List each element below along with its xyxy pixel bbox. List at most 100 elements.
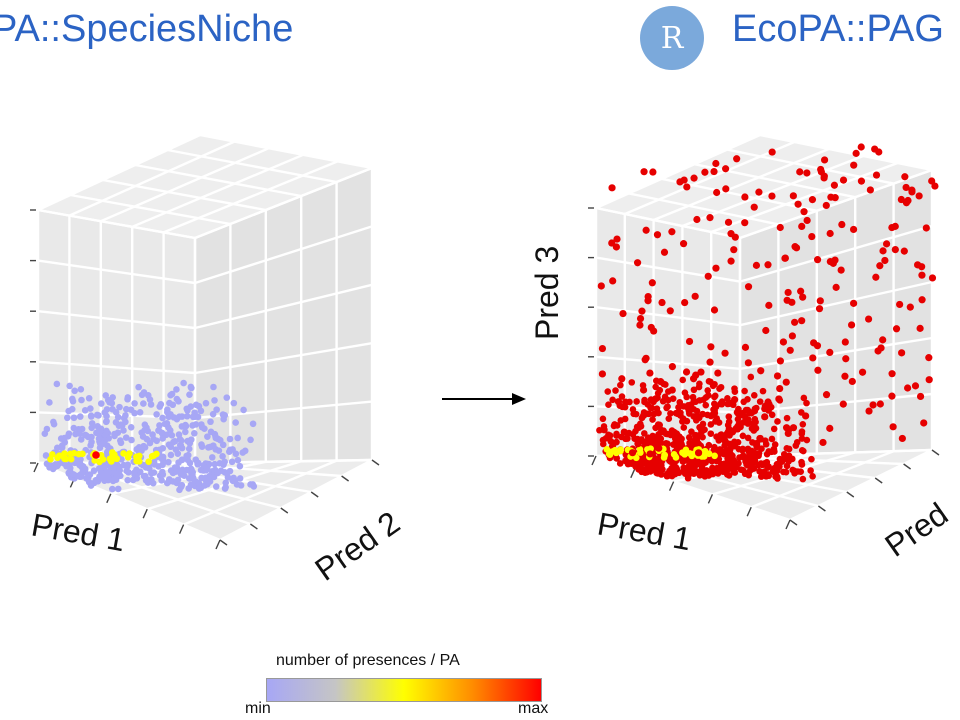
pa-point-scattered	[850, 299, 858, 307]
presence-point	[189, 474, 197, 482]
presence-point-mid	[124, 454, 132, 461]
pa-point	[709, 464, 716, 472]
presence-point	[124, 476, 132, 484]
pa-point-scattered	[889, 423, 897, 431]
pa-point-scattered	[872, 171, 881, 179]
pa-point	[676, 398, 684, 406]
gridline	[759, 133, 933, 172]
presence-point	[109, 485, 116, 493]
presence-point	[53, 462, 61, 470]
pa-point	[761, 437, 769, 445]
presence-point	[93, 411, 101, 419]
x-tick	[33, 462, 39, 473]
pa-point-scattered	[892, 325, 901, 333]
pa-point	[755, 461, 762, 469]
presence-point-mid	[120, 450, 127, 457]
pa-point-scattered	[815, 305, 824, 313]
presence-point	[129, 476, 137, 484]
pa-point	[783, 444, 791, 452]
pa-point-scattered	[813, 256, 822, 264]
pa-point-scattered	[666, 307, 674, 315]
right-panel-title: EcoPA::PAG	[732, 8, 944, 50]
presence-point	[63, 462, 70, 470]
presence-point	[101, 472, 109, 480]
pa-point	[673, 467, 681, 475]
pa-point	[604, 388, 612, 395]
presence-point	[127, 424, 135, 431]
presence-point	[237, 482, 245, 489]
pa-point	[599, 415, 607, 423]
presence-point	[88, 424, 96, 432]
pa-point-scattered	[721, 349, 729, 357]
presence-point	[178, 481, 186, 489]
pa-point-scattered	[876, 262, 884, 270]
pa-point-scattered	[620, 428, 628, 436]
presence-point	[120, 427, 127, 434]
floor	[596, 450, 932, 520]
pa-point-scattered	[773, 372, 782, 380]
pa-point-scattered	[803, 169, 811, 177]
presence-point	[247, 436, 254, 444]
pa-point-scattered	[852, 149, 860, 157]
presence-point	[165, 458, 172, 466]
presence-point	[118, 422, 126, 429]
pa-point-scattered	[841, 338, 849, 346]
presence-point	[138, 391, 146, 399]
pa-point-scattered	[822, 201, 830, 210]
pa-point	[768, 411, 776, 419]
presence-point	[68, 405, 76, 413]
pa-point	[750, 392, 758, 399]
pa-point	[765, 463, 772, 470]
pa-point	[751, 457, 759, 464]
pa-point	[613, 430, 620, 438]
y-tick	[310, 491, 319, 498]
pa-point-scattered	[658, 298, 666, 307]
pa-point	[705, 377, 713, 385]
pa-point	[708, 411, 716, 419]
gridline	[595, 206, 741, 240]
presence-point	[209, 410, 217, 418]
gridline	[694, 163, 856, 199]
presence-point	[182, 428, 189, 436]
presence-point	[189, 422, 196, 429]
presence-point	[77, 385, 85, 393]
presence-point	[95, 435, 103, 442]
pa-point-scattered	[872, 273, 880, 281]
pa-point-scattered	[667, 431, 675, 439]
presence-point	[99, 440, 106, 448]
pa-point-scattered	[765, 301, 773, 309]
presence-point	[183, 412, 191, 420]
presence-point	[143, 435, 151, 443]
left-ylabel: Pred 2	[308, 504, 406, 588]
pa-point	[655, 409, 662, 417]
pa-point-scattered	[621, 398, 630, 406]
presence-point	[162, 431, 170, 439]
pa-point-scattered	[837, 266, 845, 274]
presence-point	[230, 399, 238, 407]
presence-point-mid	[136, 452, 143, 460]
pa-point	[666, 472, 673, 479]
pa-point-scattered	[891, 246, 899, 254]
pa-point-scattered	[657, 378, 665, 386]
gridline	[739, 280, 933, 327]
pa-point	[740, 452, 747, 460]
pa-point-scattered	[920, 419, 928, 427]
pa-point	[648, 404, 656, 412]
pa-point	[800, 394, 808, 402]
presence-point	[184, 407, 191, 414]
presence-point	[219, 452, 226, 460]
pa-point	[642, 440, 649, 447]
pa-point-scattered	[642, 354, 650, 362]
pa-point-scattered	[613, 235, 621, 243]
presence-point	[222, 484, 229, 491]
gridline	[595, 355, 741, 370]
pa-point	[695, 383, 703, 391]
presence-point	[66, 382, 73, 390]
pa-point	[757, 473, 765, 480]
pa-point-scattered	[741, 343, 750, 351]
pa-point	[711, 392, 719, 400]
pa-point	[605, 401, 612, 408]
presence-point	[189, 413, 197, 421]
pa-point	[709, 382, 717, 390]
pa-point	[689, 393, 697, 401]
